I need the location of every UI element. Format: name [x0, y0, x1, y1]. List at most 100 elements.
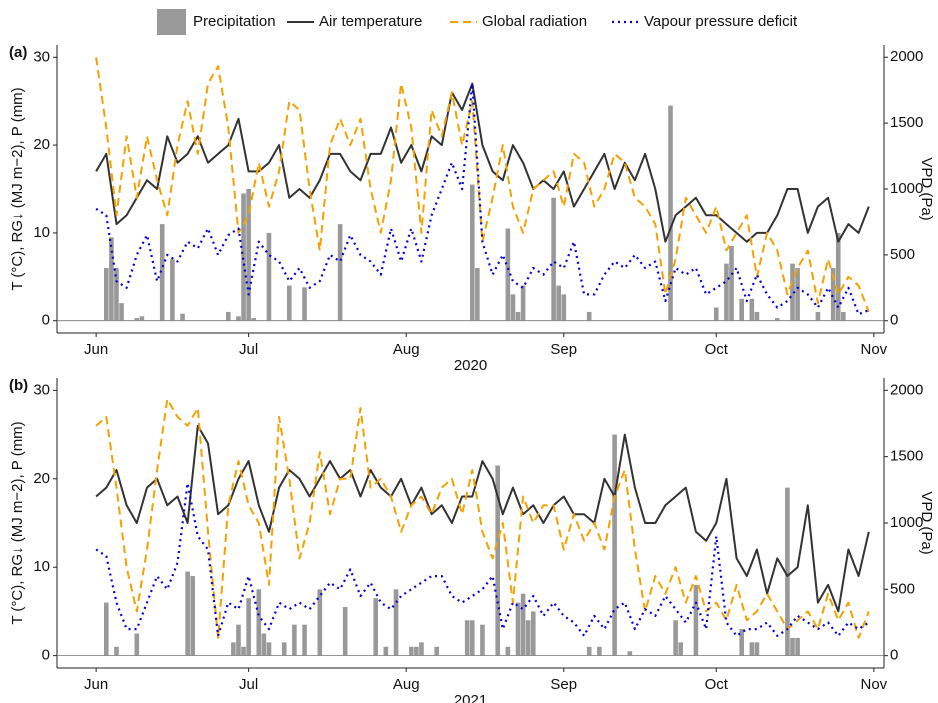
- y2-axis-title: VPD (Pa): [918, 491, 935, 554]
- bar: [668, 105, 673, 321]
- series-line: [95, 57, 870, 313]
- x-axis-title: 2021: [454, 692, 487, 703]
- bar: [383, 646, 389, 656]
- bar: [612, 434, 617, 656]
- bar: [266, 642, 272, 656]
- y-axis-title: T (°C), RG↓ (MJ m−2), P (mm): [9, 421, 26, 624]
- bar: [180, 313, 185, 321]
- bar: [236, 316, 241, 321]
- bar: [790, 637, 795, 656]
- bar: [713, 307, 719, 321]
- bar: [795, 637, 800, 656]
- bar: [393, 589, 399, 656]
- y2-tick-label: 1000: [890, 514, 923, 531]
- legend-label: Precipitation: [193, 13, 276, 30]
- bar: [754, 311, 760, 321]
- bar: [841, 311, 846, 321]
- bar: [119, 303, 124, 321]
- bar: [434, 646, 439, 656]
- bar: [693, 584, 699, 656]
- y2-tick-label: 2000: [890, 381, 923, 398]
- bar: [419, 642, 424, 656]
- bar: [739, 298, 744, 321]
- x-tick-label: Aug: [393, 341, 420, 358]
- bar: [286, 285, 292, 321]
- series-line: [95, 398, 870, 639]
- series-line: [95, 82, 870, 243]
- panel: 0 10 20 30 0 500 1000 1500 2000 Jun Jul Aug Sep Oct No…: [9, 44, 935, 374]
- bar: [795, 268, 800, 321]
- bar: [302, 624, 307, 656]
- y2-axis-title: VPD (Pa): [918, 157, 935, 220]
- x-tick-label: Jun: [84, 341, 108, 358]
- bar: [515, 602, 521, 656]
- x-tick-label: Oct: [705, 341, 729, 358]
- y2-tick-label: 500: [890, 580, 915, 597]
- y2-tick-label: 500: [890, 246, 915, 263]
- bar: [266, 232, 272, 321]
- y2-tick-label: 2000: [890, 48, 923, 65]
- bar: [627, 651, 633, 656]
- bar: [292, 624, 297, 656]
- y-tick-label: 30: [33, 48, 50, 65]
- bar: [739, 629, 744, 656]
- bar: [170, 259, 175, 321]
- bar: [317, 589, 323, 656]
- y2-tick-label: 1500: [890, 114, 923, 131]
- bar: [673, 620, 678, 656]
- panel-label: (b): [9, 377, 28, 394]
- bar: [337, 224, 343, 321]
- x-tick-label: Sep: [550, 676, 577, 693]
- bar: [134, 318, 140, 321]
- bar: [724, 263, 729, 321]
- bar: [114, 646, 119, 656]
- legend-label: Vapour pressure deficit: [644, 13, 798, 30]
- bar: [475, 268, 480, 321]
- x-axis-title: 2020: [454, 357, 487, 374]
- series-line: [95, 424, 870, 613]
- x-tick-label: Sep: [550, 341, 577, 358]
- bar: [256, 589, 262, 656]
- series-line: [95, 82, 870, 316]
- bar: [749, 642, 755, 656]
- y-tick-label: 30: [33, 381, 50, 398]
- bar: [597, 646, 602, 656]
- y-tick-label: 0: [42, 312, 50, 329]
- y2-tick-label: 0: [890, 312, 898, 329]
- bar: [185, 571, 190, 656]
- bar: [520, 285, 526, 321]
- bar: [480, 624, 485, 656]
- y2-tick-label: 1000: [890, 180, 923, 197]
- bar: [749, 298, 755, 321]
- x-tick-label: Oct: [705, 676, 729, 693]
- y-tick-label: 10: [33, 224, 50, 241]
- bar: [251, 318, 257, 321]
- panel-label: (a): [9, 44, 27, 61]
- bar: [281, 642, 287, 656]
- bar: [556, 285, 561, 321]
- bar: [236, 624, 241, 656]
- bar: [246, 598, 251, 656]
- bar: [241, 193, 246, 321]
- y-tick-label: 0: [42, 647, 50, 664]
- bar: [134, 633, 140, 656]
- bar: [469, 184, 475, 321]
- bar: [225, 311, 231, 321]
- bar: [515, 311, 521, 321]
- y-axis-title: T (°C), RG↓ (MJ m−2), P (mm): [9, 87, 26, 290]
- bar: [678, 642, 683, 656]
- bar: [551, 197, 556, 321]
- y-tick-label: 20: [33, 136, 50, 153]
- bar: [785, 487, 790, 656]
- y-tick-label: 10: [33, 558, 50, 575]
- bar: [835, 232, 841, 321]
- series-line: [95, 482, 870, 637]
- bar: [520, 593, 526, 656]
- bar: [159, 224, 165, 321]
- bar: [729, 246, 734, 321]
- bar: [505, 646, 511, 656]
- bar: [469, 620, 475, 656]
- bar: [790, 263, 795, 321]
- bar: [139, 316, 145, 321]
- bar: [246, 189, 251, 321]
